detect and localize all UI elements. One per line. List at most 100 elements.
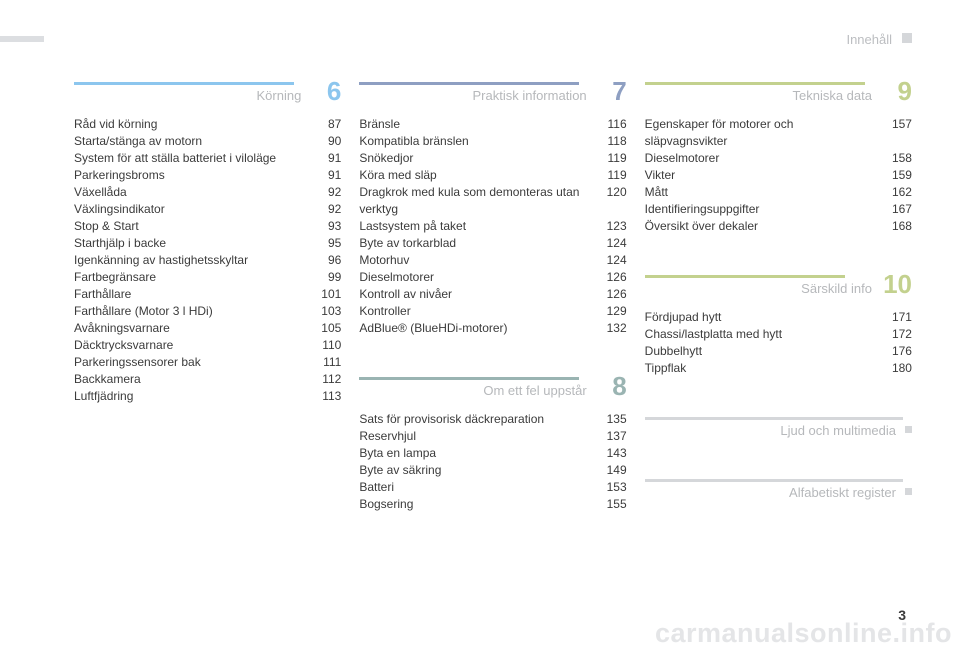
toc-entry[interactable]: Tippflak180 xyxy=(645,360,912,377)
entry-page: 171 xyxy=(882,309,912,326)
section-title: Alfabetiskt register xyxy=(789,485,896,500)
entry-page: 103 xyxy=(311,303,341,320)
toc-entry[interactable]: Reservhjul137 xyxy=(359,428,626,445)
toc-entry[interactable]: Parkeringsbroms91 xyxy=(74,167,341,184)
section-7: Praktisk information7 Bränsle 116Kompatibl… xyxy=(359,82,626,337)
toc-entry[interactable]: Farthållare101 xyxy=(74,286,341,303)
toc-entry[interactable]: Parkeringssensorer bak111 xyxy=(74,354,341,371)
toc-entry[interactable]: System för att ställa batteriet i vilolä… xyxy=(74,150,341,167)
toc-entry[interactable]: Kontroll av nivåer 126 xyxy=(359,286,626,303)
section-title: Körning xyxy=(257,88,302,103)
toc-entry[interactable]: Chassi/lastplatta med hytt172 xyxy=(645,326,912,343)
toc-entry[interactable]: Byte av säkring149 xyxy=(359,462,626,479)
toc-entry[interactable]: Översikt över dekaler168 xyxy=(645,218,912,235)
toc-entry[interactable]: Dieselmotorer 158 xyxy=(645,150,912,167)
entry-page: 129 xyxy=(597,303,627,320)
section-8: Om ett fel uppstår8Sats för provisorisk … xyxy=(359,377,626,513)
section-number: 6 xyxy=(327,76,341,107)
entry-label: Råd vid körning xyxy=(74,116,303,133)
toc-entry[interactable]: Farthållare (Motor 3 l HDi)103 xyxy=(74,303,341,320)
toc-entry[interactable]: Luftfjädring113 xyxy=(74,388,341,405)
entry-label: Parkeringsbroms xyxy=(74,167,303,184)
entry-page: 126 xyxy=(597,286,627,303)
entry-page: 96 xyxy=(311,252,341,269)
toc-entry[interactable]: Dubbelhytt176 xyxy=(645,343,912,360)
entry-page: 93 xyxy=(311,218,341,235)
toc-entry[interactable]: Växlingsindikator92 xyxy=(74,201,341,218)
entry-page: 87 xyxy=(311,116,341,133)
section-rule xyxy=(645,82,865,85)
section-number: 7 xyxy=(612,76,626,107)
columns: Körning6Råd vid körning87Starta/stänga a… xyxy=(74,82,912,553)
entry-label: Batteri xyxy=(359,479,588,496)
entry-page: 158 xyxy=(882,150,912,167)
section-head: Ljud och multimedia xyxy=(645,417,912,439)
toc-entry[interactable]: Motorhuv124 xyxy=(359,252,626,269)
section-head: Praktisk information7 xyxy=(359,82,626,106)
toc-entry[interactable]: Fördjupad hytt171 xyxy=(645,309,912,326)
toc-entry[interactable]: Däcktrycksvarnare110 xyxy=(74,337,341,354)
entries-list: Sats för provisorisk däckreparation135Re… xyxy=(359,411,626,513)
section-number: 10 xyxy=(883,269,912,300)
toc-entry[interactable]: Lastsystem på taket123 xyxy=(359,218,626,235)
toc-entry[interactable]: Starthjälp i backe95 xyxy=(74,235,341,252)
section-rule xyxy=(645,479,903,482)
section-title: Tekniska data xyxy=(792,88,872,103)
toc-entry[interactable]: Kompatibla bränslen118 xyxy=(359,133,626,150)
toc-entry[interactable]: Byte av torkarblad124 xyxy=(359,235,626,252)
toc-entry[interactable]: Igenkänning av hastighetsskyltar 96 xyxy=(74,252,341,269)
section-dot xyxy=(905,426,912,433)
entry-label: Avåkningsvarnare xyxy=(74,320,303,337)
toc-entry[interactable]: Avåkningsvarnare105 xyxy=(74,320,341,337)
entry-label: Dieselmotorer xyxy=(645,150,874,167)
entry-page: 95 xyxy=(311,235,341,252)
entry-page: 116 xyxy=(597,116,627,133)
entry-page: 157 xyxy=(882,116,912,150)
section-head: Alfabetiskt register xyxy=(645,479,912,501)
toc-entry[interactable]: Växellåda92 xyxy=(74,184,341,201)
toc-entry[interactable]: Identifieringsuppgifter167 xyxy=(645,201,912,218)
toc-entry[interactable]: Batteri153 xyxy=(359,479,626,496)
toc-entry[interactable]: Dieselmotorer126 xyxy=(359,269,626,286)
toc-entry[interactable]: Byta en lampa143 xyxy=(359,445,626,462)
toc-entry[interactable]: Snökedjor119 xyxy=(359,150,626,167)
entry-label: Vikter xyxy=(645,167,874,184)
entry-label: Chassi/lastplatta med hytt xyxy=(645,326,874,343)
entry-label: Köra med släp xyxy=(359,167,588,184)
entry-label: Växlingsindikator xyxy=(74,201,303,218)
toc-entry[interactable]: Egenskaper för motorer och släpvagnsvikt… xyxy=(645,116,912,150)
entry-page: 120 xyxy=(597,184,627,218)
toc-entry[interactable]: Råd vid körning 87 xyxy=(74,116,341,133)
entry-label: Kontroll av nivåer xyxy=(359,286,588,303)
toc-entry[interactable]: Vikter 159 xyxy=(645,167,912,184)
toc-entry[interactable]: Fartbegränsare99 xyxy=(74,269,341,286)
section-simple: Alfabetiskt register xyxy=(645,479,912,501)
entry-page: 91 xyxy=(311,150,341,167)
entry-label: Dieselmotorer xyxy=(359,269,588,286)
entry-page: 143 xyxy=(597,445,627,462)
toc-entry[interactable]: Dragkrok med kula som demonteras utan ve… xyxy=(359,184,626,218)
entry-label: Egenskaper för motorer och släpvagnsvikt… xyxy=(645,116,874,150)
toc-entry[interactable]: Kontroller129 xyxy=(359,303,626,320)
entry-label: Däcktrycksvarnare xyxy=(74,337,303,354)
toc-entry[interactable]: Backkamera112 xyxy=(74,371,341,388)
toc-entry[interactable]: Bränsle 116 xyxy=(359,116,626,133)
toc-entry[interactable]: Köra med släp119 xyxy=(359,167,626,184)
toc-entry[interactable]: Sats för provisorisk däckreparation135 xyxy=(359,411,626,428)
toc-entry[interactable]: Starta/stänga av motorn90 xyxy=(74,133,341,150)
toc-entry[interactable]: Mått 162 xyxy=(645,184,912,201)
entry-label: Snökedjor xyxy=(359,150,588,167)
entry-page: 162 xyxy=(882,184,912,201)
toc-entry[interactable]: AdBlue® (BlueHDi-motorer)132 xyxy=(359,320,626,337)
entry-page: 137 xyxy=(597,428,627,445)
section-head: Tekniska data9 xyxy=(645,82,912,106)
entry-label: Igenkänning av hastighetsskyltar xyxy=(74,252,303,269)
toc-entry[interactable]: Stop & Start93 xyxy=(74,218,341,235)
toc-entry[interactable]: Bogsering155 xyxy=(359,496,626,513)
entry-label: Bränsle xyxy=(359,116,588,133)
section-rule xyxy=(645,417,903,420)
entry-page: 159 xyxy=(882,167,912,184)
entries-list: Egenskaper för motorer och släpvagnsvikt… xyxy=(645,116,912,235)
entry-label: Mått xyxy=(645,184,874,201)
section-dot xyxy=(905,488,912,495)
